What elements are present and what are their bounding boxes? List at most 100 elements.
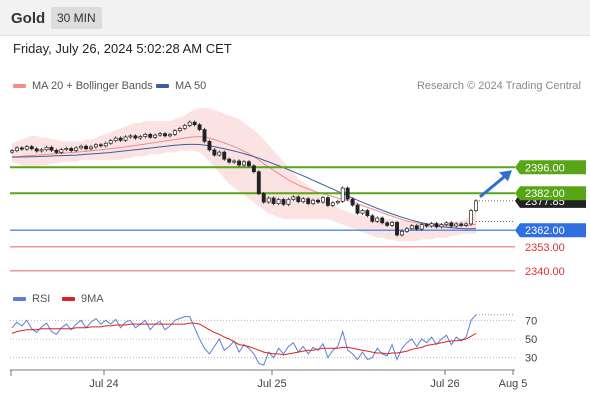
candle-14: [79, 144, 84, 150]
candle-3: [24, 144, 29, 151]
ma50-line: [12, 143, 477, 230]
candle-20: [108, 138, 113, 145]
level-label-4: 2340.00: [525, 266, 565, 278]
legend-ma20: MA 20 + Bollinger Bands: [13, 80, 153, 92]
candle-19: [103, 141, 108, 148]
legend-ma50: MA 50: [156, 80, 206, 92]
candle-75: [380, 216, 385, 225]
timestamp: Friday, July 26, 2024 5:02:28 AM CET: [13, 41, 232, 56]
candle-27: [143, 132, 148, 139]
candle-37: [192, 120, 197, 127]
candle-45: [232, 159, 237, 164]
candle-47: [242, 160, 246, 167]
candle-21: [113, 136, 118, 143]
candle-39: [202, 127, 207, 144]
candle-94: [474, 199, 478, 213]
candle-77: [390, 220, 395, 228]
candle-70: [355, 203, 360, 215]
candle-81: [409, 224, 414, 231]
candle-56: [286, 197, 291, 206]
candles: [10, 120, 478, 237]
candle-69: [350, 197, 355, 207]
time-label-1: Jul 25: [257, 378, 286, 390]
candle-85: [429, 221, 434, 228]
candle-49: [251, 164, 256, 174]
candle-35: [182, 123, 187, 131]
candle-63: [321, 195, 325, 204]
candle-32: [168, 132, 172, 138]
candle-74: [375, 216, 380, 223]
level-label-0: 2396.00: [515, 160, 586, 175]
candle-34: [177, 126, 182, 133]
level-label-2: 2362.00: [515, 223, 586, 238]
candle-40: [207, 139, 212, 152]
rsi-tick-2: 30: [525, 353, 537, 365]
candle-18: [98, 143, 103, 148]
candle-72: [365, 208, 370, 218]
svg-text:2362.00: 2362.00: [525, 225, 565, 237]
ma9-swatch: [62, 297, 75, 301]
candle-16: [89, 145, 93, 151]
rsi-ma9-line: [11, 322, 477, 356]
moving-averages: [11, 136, 477, 230]
candle-51: [261, 191, 266, 204]
candle-31: [163, 131, 167, 138]
candle-93: [469, 208, 474, 226]
candle-10: [59, 147, 64, 155]
candle-1: [14, 146, 19, 153]
candle-76: [385, 221, 390, 228]
candle-52: [266, 196, 271, 204]
candle-23: [123, 135, 128, 142]
ma20-line: [11, 136, 477, 227]
ma50-swatch: [156, 84, 169, 88]
bollinger-band: [12, 108, 476, 242]
candle-36: [187, 120, 192, 128]
candle-11: [64, 146, 69, 152]
instrument-title: Gold: [11, 10, 46, 27]
candle-59: [301, 197, 306, 204]
ma20-swatch: [13, 84, 26, 88]
candle-6: [39, 148, 44, 153]
candle-62: [316, 198, 320, 204]
candle-12: [69, 146, 74, 153]
candle-87: [439, 222, 444, 229]
time-label-2: Jul 26: [430, 378, 459, 390]
candle-13: [74, 146, 79, 153]
legend-rsi-label: RSI: [32, 293, 51, 305]
candle-15: [84, 144, 88, 151]
candle-92: [464, 222, 469, 228]
candle-0: [10, 148, 14, 154]
candle-53: [271, 196, 276, 206]
candle-29: [153, 133, 158, 139]
interval-button[interactable]: 30 MIN: [51, 7, 102, 29]
candle-43: [222, 150, 227, 161]
candle-90: [454, 222, 459, 228]
candle-67: [340, 186, 345, 204]
rsi-swatch: [13, 297, 26, 301]
candle-50: [256, 170, 261, 196]
candle-65: [330, 201, 335, 208]
candle-86: [434, 221, 439, 229]
price-levels: [10, 166, 515, 272]
chart-header: Gold 30 MIN: [0, 0, 590, 36]
candle-41: [212, 148, 217, 157]
candle-25: [133, 134, 138, 140]
legend-9ma: 9MA: [62, 293, 104, 305]
candle-7: [44, 145, 49, 152]
candle-46: [237, 159, 242, 167]
candle-54: [276, 197, 281, 206]
legend-ma20-label: MA 20 + Bollinger Bands: [32, 80, 153, 92]
time-label-0: Jul 24: [89, 378, 118, 390]
candle-33: [172, 129, 177, 137]
candle-30: [158, 131, 163, 137]
candle-5: [34, 147, 39, 153]
svg-text:2382.00: 2382.00: [525, 188, 565, 200]
candle-26: [138, 134, 143, 140]
candle-55: [281, 197, 286, 206]
candle-68: [345, 186, 350, 201]
candle-80: [404, 227, 409, 233]
svg-text:2396.00: 2396.00: [525, 162, 565, 174]
candle-78: [395, 220, 399, 237]
candle-66: [335, 199, 340, 205]
